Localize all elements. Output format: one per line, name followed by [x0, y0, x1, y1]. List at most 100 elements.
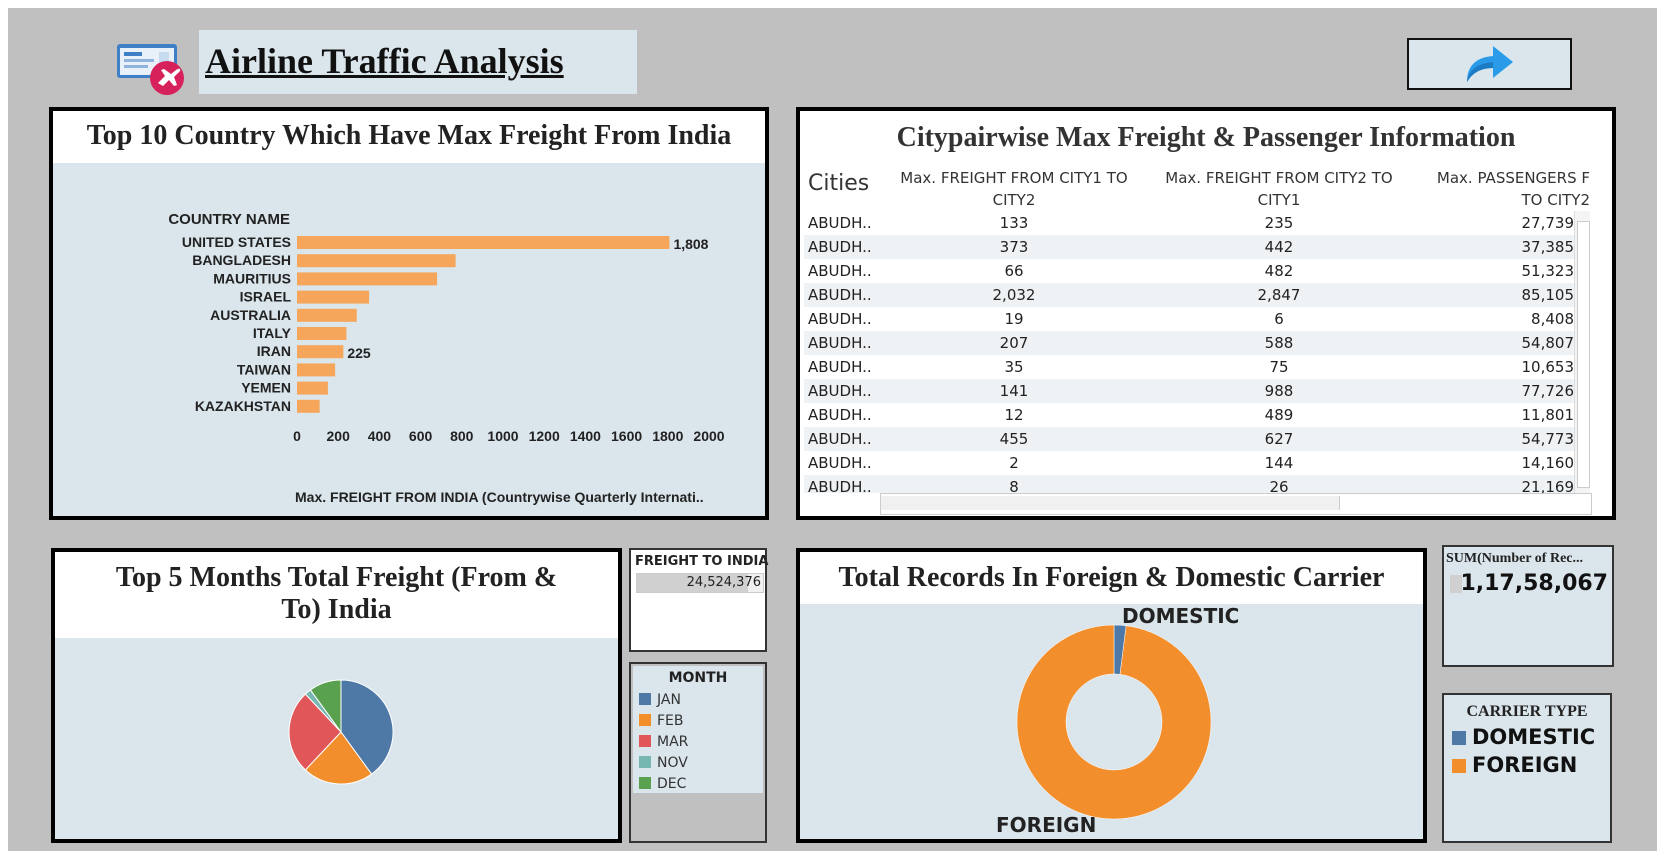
carrier-title: Total Records In Foreign & Domestic Carr…	[800, 552, 1423, 604]
x-tick-label: 600	[409, 428, 433, 444]
table-cell: ABUDH..	[808, 430, 872, 448]
table-cell: 207	[999, 334, 1029, 352]
table-row[interactable]: ABUDH.. 8 26 21,169	[804, 475, 1590, 493]
slice-feb[interactable]	[304, 731, 373, 785]
scroll-thumb[interactable]	[1577, 221, 1590, 488]
horizontal-scrollbar[interactable]	[880, 493, 1592, 515]
bar-italy[interactable]	[297, 327, 347, 340]
table-cell: 482	[1264, 262, 1294, 280]
table-cell: 442	[1264, 238, 1294, 256]
col-cities: Cities	[808, 173, 870, 195]
bar-category-label: UNITED STATES	[182, 234, 291, 250]
legend-item-nov[interactable]: NOV	[639, 755, 688, 771]
x-tick-label: 1800	[652, 428, 683, 444]
legend-item-dec[interactable]: DEC	[639, 776, 686, 792]
bar-category-label: BANGLADESH	[192, 252, 291, 268]
citypair-title: Citypairwise Max Freight & Passenger Inf…	[800, 111, 1612, 161]
legend-label: JAN	[657, 692, 681, 708]
bar-taiwan[interactable]	[297, 363, 336, 377]
navigate-button[interactable]	[1407, 38, 1572, 90]
table-cell: 144	[1264, 454, 1294, 472]
col-freight-city2-line2: CITY1	[1257, 191, 1301, 209]
table-row[interactable]: ABUDH.. 373 442 37,385	[804, 235, 1590, 259]
page-title: Airline Traffic Analysis	[205, 41, 564, 81]
legend-item-domestic[interactable]: DOMESTIC	[1452, 725, 1595, 749]
table-cell: 10,653	[1521, 358, 1575, 376]
months-pie-chart	[288, 679, 394, 785]
table-cell: ABUDH..	[808, 310, 872, 328]
bar-mauritius[interactable]	[297, 272, 438, 286]
col-freight-city1-line1: Max. FREIGHT FROM CITY1 TO	[900, 169, 1128, 187]
bar-category-label: KAZAKHSTAN	[195, 398, 291, 414]
table-cell: 21,169	[1521, 478, 1575, 493]
table-row[interactable]: ABUDH.. 133 235 27,739	[804, 211, 1590, 235]
bar-yemen[interactable]	[297, 381, 328, 395]
x-tick-label: 800	[450, 428, 474, 444]
foreign-slice-label: FOREIGN	[996, 813, 1097, 837]
bar-israel[interactable]	[297, 290, 370, 304]
carrier-panel: Total Records In Foreign & Domestic Carr…	[796, 548, 1427, 843]
freight-bar-chart: UNITED STATES 1,808 BANGLADESH MAURITIUS ISR…	[168, 211, 724, 505]
month-legend-title: MONTH	[668, 670, 728, 686]
col-passengers-line1: Max. PASSENGERS F	[1436, 169, 1590, 187]
table-row[interactable]: ABUDH.. 141 988 77,726	[804, 379, 1590, 403]
legend-item-foreign[interactable]: FOREIGN	[1452, 753, 1577, 777]
bar-bangladesh[interactable]	[297, 254, 456, 268]
slice-jan[interactable]	[340, 679, 394, 775]
x-tick-label: 1400	[570, 428, 601, 444]
freight-to-india-value: 24,524,376	[686, 575, 761, 590]
slice-mar[interactable]	[288, 693, 342, 771]
table-row[interactable]: ABUDH.. 12 489 11,801	[804, 403, 1590, 427]
month-legend: MONTH JAN FEB MAR NOV DEC	[629, 662, 767, 843]
sum-records-value: 1,17,58,067	[1460, 571, 1608, 596]
x-tick-label: 200	[327, 428, 351, 444]
table-cell: 35	[1004, 358, 1024, 376]
table-row[interactable]: ABUDH.. 2 144 14,160	[804, 451, 1590, 475]
legend-label: DEC	[657, 776, 687, 792]
table-row[interactable]: ABUDH.. 66 482 51,323	[804, 259, 1590, 283]
h-scroll-thumb[interactable]	[881, 496, 1340, 510]
bar-category-label: IRAN	[257, 343, 291, 359]
legend-item-jan[interactable]: JAN	[639, 692, 681, 708]
table-row[interactable]: ABUDH.. 207 588 54,807	[804, 331, 1590, 355]
legend-item-mar[interactable]: MAR	[639, 734, 688, 750]
table-row[interactable]: ABUDH.. 35 75 10,653	[804, 355, 1590, 379]
bar-iran[interactable]	[297, 345, 344, 359]
domestic-slice-label: DOMESTIC	[1122, 604, 1240, 628]
table-cell: 77,726	[1521, 382, 1575, 400]
airline-ticket-plane-icon	[117, 44, 184, 95]
table-cell: 2	[1009, 454, 1019, 472]
col-freight-city1-line2: CITY2	[992, 191, 1036, 209]
x-tick-label: 400	[368, 428, 392, 444]
freight-to-india-label: FREIGHT TO INDIA	[635, 554, 769, 569]
table-row[interactable]: ABUDH.. 19 6 8,408	[804, 307, 1590, 331]
bar-united-states[interactable]	[297, 236, 670, 249]
table-row[interactable]: ABUDH.. 455 627 54,773	[804, 427, 1590, 451]
legend-swatch	[639, 777, 651, 789]
sum-records-card: SUM(Number of Rec... 1,17,58,067	[1442, 545, 1614, 667]
bar-category-label: ITALY	[253, 325, 292, 341]
bar-australia[interactable]	[297, 308, 357, 322]
table-cell: 588	[1264, 334, 1294, 352]
months-panel: Top 5 Months Total Freight (From & To) I…	[51, 548, 622, 843]
carrier-legend: CARRIER TYPE DOMESTIC FOREIGN	[1442, 693, 1612, 843]
table-cell: 75	[1269, 358, 1289, 376]
legend-label: FOREIGN	[1472, 753, 1578, 777]
table-row[interactable]: ABUDH.. 2,032 2,847 85,105	[804, 283, 1590, 307]
top-countries-panel: Top 10 Country Which Have Max Freight Fr…	[49, 107, 769, 520]
table-cell: ABUDH..	[808, 286, 872, 304]
bar-data-label: 225	[347, 345, 371, 361]
vertical-scrollbar[interactable]	[1574, 211, 1590, 493]
bar-kazakhstan[interactable]	[297, 399, 320, 413]
table-cell: ABUDH..	[808, 454, 872, 472]
legend-item-feb[interactable]: FEB	[639, 713, 684, 729]
table-cell: 19	[1004, 310, 1024, 328]
slice-foreign[interactable]	[1016, 624, 1212, 820]
x-tick-label: 2000	[693, 428, 724, 444]
x-tick-label: 1600	[611, 428, 642, 444]
table-cell: 988	[1264, 382, 1294, 400]
slice-dec[interactable]	[309, 679, 342, 734]
table-cell: 235	[1264, 214, 1294, 232]
table-cell: 26	[1269, 478, 1289, 493]
table-cell: 85,105	[1521, 286, 1575, 304]
